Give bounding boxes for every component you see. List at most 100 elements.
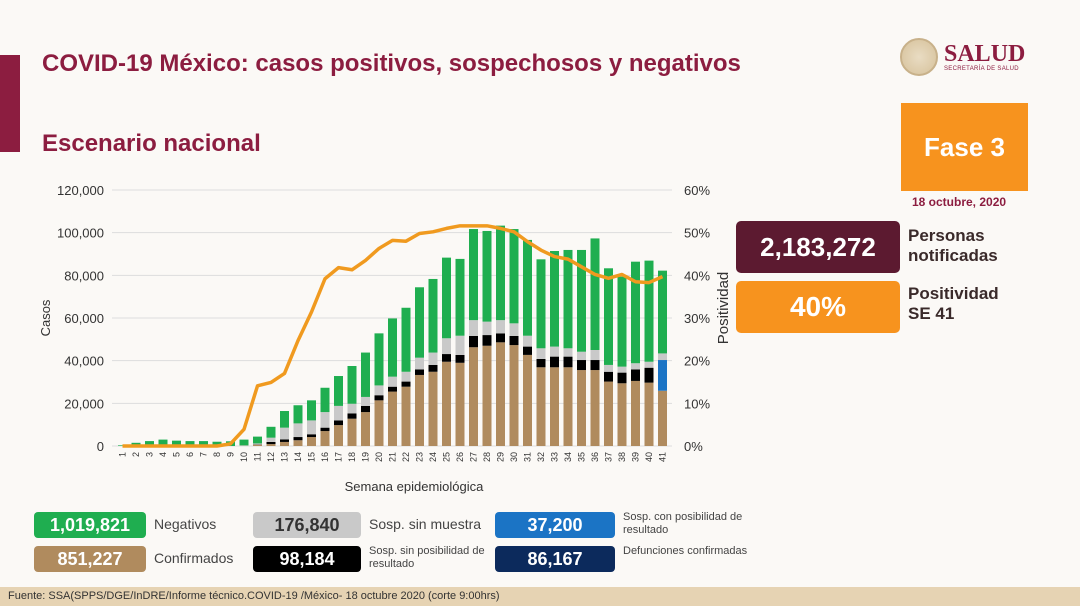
legend-value: 37,200 <box>495 512 615 538</box>
bar-segment <box>266 437 276 442</box>
bar-segment <box>334 425 343 446</box>
y-tick-label: 60,000 <box>64 311 104 326</box>
bar-segment <box>415 369 424 375</box>
bar-segment <box>469 335 478 348</box>
salud-logo: SALUD SECRETARÍA DE SALUD <box>900 38 1025 76</box>
bar-segment <box>631 369 640 381</box>
bar-segment <box>158 439 168 446</box>
bar-segment <box>604 371 613 382</box>
x-tick-label: 5 <box>172 452 182 457</box>
bar-segment <box>334 405 343 421</box>
bar-segment <box>442 361 451 446</box>
y2-tick-label: 30% <box>684 311 710 326</box>
x-tick-label: 34 <box>563 452 573 462</box>
bar-segment <box>293 405 303 424</box>
x-tick-label: 40 <box>644 452 654 462</box>
bar-segment <box>509 335 519 346</box>
bar-segment <box>482 345 492 446</box>
source-footer: Fuente: SSA(SPPS/DGE/InDRE/Informe técni… <box>0 587 1080 606</box>
logo-name: SALUD <box>944 41 1026 67</box>
bar-segment <box>388 386 397 392</box>
bar-segment <box>482 321 492 336</box>
bar-segment <box>253 444 262 446</box>
legend-label: Defunciones confirmadas <box>623 545 748 557</box>
cases-chart: 0 20,000 40,000 60,000 80,000 100,000 120,000 0… <box>38 183 732 494</box>
y-tick-label: 100,000 <box>57 226 104 241</box>
bar-segment <box>428 352 438 365</box>
y2-tick-label: 0% <box>684 439 703 454</box>
bar-segment <box>617 383 627 446</box>
legend-label: Sosp. sin muestra <box>369 516 482 532</box>
bar-segment <box>455 335 465 355</box>
bar-segment <box>590 360 600 371</box>
y2-tick-label: 60% <box>684 183 710 198</box>
x-tick-label: 33 <box>550 452 560 462</box>
y2-tick-label: 50% <box>684 226 710 241</box>
bar-segment <box>172 440 181 446</box>
x-tick-label: 32 <box>536 452 546 462</box>
bar-segment <box>415 287 424 358</box>
bar-segment <box>293 423 303 438</box>
bar-segment <box>280 427 289 440</box>
bar-segment <box>644 260 654 362</box>
bar-segment <box>320 431 330 446</box>
bar-segment <box>374 400 384 446</box>
bar-segment <box>253 443 262 445</box>
bar-segment <box>550 251 559 347</box>
bar-segment <box>388 391 397 446</box>
bar-segment <box>401 371 411 382</box>
bar-segment <box>361 412 370 446</box>
bar-segment <box>442 354 451 362</box>
bar-segment <box>307 400 316 421</box>
bar-segment <box>496 225 505 321</box>
x-tick-label: 4 <box>158 452 168 457</box>
x-tick-label: 28 <box>482 452 492 462</box>
bar-segment <box>658 360 667 391</box>
bar-segment <box>401 307 411 372</box>
bar-segment <box>563 367 573 446</box>
y2-tick-label: 10% <box>684 396 710 411</box>
x-tick-label: 11 <box>253 452 263 461</box>
bar-segment <box>374 395 384 401</box>
x-tick-label: 41 <box>658 452 668 462</box>
bar-segment <box>496 333 505 343</box>
bar-segment <box>604 268 613 365</box>
bar-segment <box>604 364 613 372</box>
bar-segment <box>199 441 208 446</box>
bar-segment <box>658 270 667 354</box>
legend-value: 851,227 <box>34 546 146 572</box>
bar-segment <box>307 437 316 446</box>
bar-segment <box>428 364 438 372</box>
x-tick-label: 18 <box>347 452 357 462</box>
x-tick-label: 38 <box>617 452 627 462</box>
x-tick-label: 17 <box>334 452 344 462</box>
bar-segment <box>577 351 586 361</box>
y-tick-label: 0 <box>97 439 104 454</box>
x-tick-label: 12 <box>266 452 276 462</box>
bar-segment <box>590 238 600 350</box>
bar-segment <box>469 229 478 321</box>
bar-segment <box>280 411 289 428</box>
bar-segment <box>563 348 573 357</box>
y-tick-label: 80,000 <box>64 268 104 283</box>
x-tick-label: 36 <box>590 452 600 462</box>
report-date: 18 octubre, 2020 <box>912 195 1007 209</box>
bar-segment <box>361 405 370 413</box>
x-tick-label: 24 <box>428 452 438 462</box>
bar-segment <box>401 386 411 446</box>
phase-badge: Fase 3 <box>901 103 1028 191</box>
bar-segment <box>212 441 222 446</box>
x-tick-label: 10 <box>239 452 249 462</box>
bar-segment <box>590 350 600 361</box>
x-tick-label: 16 <box>320 452 330 462</box>
x-tick-label: 6 <box>185 452 195 457</box>
x-tick-label: 20 <box>374 452 384 462</box>
legend-value: 176,840 <box>253 512 361 538</box>
bar-segment <box>334 376 343 406</box>
bar-segment <box>307 434 316 438</box>
y2-tick-label: 40% <box>684 268 710 283</box>
bar-segment <box>496 342 505 446</box>
x-tick-label: 39 <box>631 452 641 462</box>
personas-notificadas-label: Personas notificadas <box>908 226 998 266</box>
bar-segment <box>631 363 640 370</box>
